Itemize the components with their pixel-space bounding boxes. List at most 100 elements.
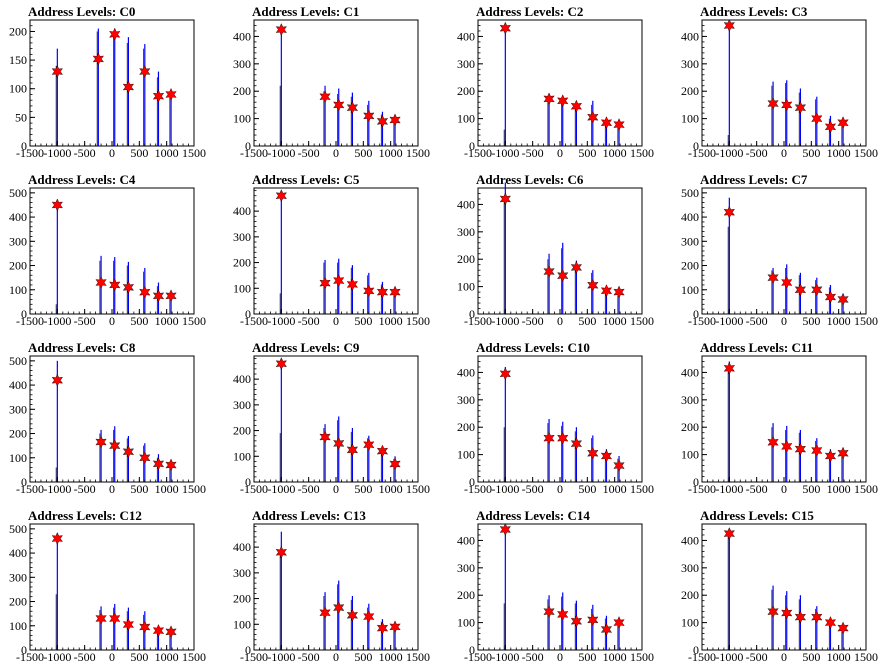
star-marker-icon bbox=[499, 522, 511, 536]
star-marker-icon bbox=[319, 606, 331, 620]
x-tick-label: 1500 bbox=[182, 146, 206, 160]
chart-title: Address Levels: C3 bbox=[700, 4, 808, 19]
y-tick-label: 200 bbox=[9, 595, 27, 609]
star-marker-icon bbox=[139, 285, 151, 299]
y-tick-label: 200 bbox=[681, 588, 699, 602]
y-tick-label: 300 bbox=[457, 393, 475, 407]
star-marker-icon bbox=[275, 545, 287, 559]
histogram-plot: 0 100 200 300 400 -1500 -1000 -500 0 500 1000 1500 bbox=[233, 355, 430, 496]
y-tick-label: 0 bbox=[693, 643, 699, 657]
x-tick-label: 1000 bbox=[379, 650, 403, 664]
y-tick-label: 100 bbox=[681, 616, 699, 630]
histogram-plot: 0 100 200 300 400 -1500 -1000 -500 0 500 1000 1500 bbox=[457, 522, 654, 664]
star-marker-icon bbox=[152, 89, 165, 103]
x-tick-label: 500 bbox=[802, 482, 820, 496]
x-tick-label: -500 bbox=[74, 146, 96, 160]
y-tick-label: 200 bbox=[233, 84, 251, 98]
star-marker-icon bbox=[389, 620, 401, 634]
y-tick-label: 100 bbox=[233, 449, 251, 463]
star-marker-icon bbox=[51, 373, 63, 387]
x-tick-label: 1000 bbox=[827, 650, 851, 664]
y-tick-label: 150 bbox=[9, 53, 27, 67]
histogram-plot: 0 50 100 150 200 -1500 -1000 -500 0 500 1000 1500 bbox=[9, 19, 206, 160]
star-marker-icon bbox=[824, 616, 837, 630]
star-marker-icon bbox=[346, 101, 359, 115]
x-tick-label: -1000 bbox=[43, 314, 71, 328]
histogram-panel: 0 100 200 300 400 -1500 -1000 -500 0 500 1000 1500 A… bbox=[224, 336, 448, 504]
x-tick-label: 500 bbox=[578, 314, 596, 328]
star-marker-icon bbox=[389, 285, 401, 299]
star-marker-icon bbox=[139, 620, 151, 634]
y-tick-label: 400 bbox=[681, 365, 699, 379]
x-tick-label: -1500 bbox=[464, 650, 492, 664]
y-tick-label: 200 bbox=[233, 592, 251, 606]
y-tick-label: 0 bbox=[21, 475, 27, 489]
star-marker-icon bbox=[122, 280, 135, 294]
y-tick-label: 300 bbox=[9, 570, 27, 584]
x-tick-label: 0 bbox=[781, 314, 787, 328]
star-marker-icon bbox=[824, 120, 837, 134]
y-tick-label: 300 bbox=[681, 393, 699, 407]
star-marker-icon bbox=[165, 458, 177, 472]
x-tick-label: -1000 bbox=[267, 146, 295, 160]
x-tick-label: 1500 bbox=[854, 650, 878, 664]
x-tick-label: 500 bbox=[578, 650, 596, 664]
star-marker-icon bbox=[363, 284, 375, 298]
x-tick-label: 1000 bbox=[379, 482, 403, 496]
x-tick-label: -1000 bbox=[491, 146, 519, 160]
y-tick-label: 500 bbox=[9, 354, 27, 368]
y-tick-label: 400 bbox=[681, 210, 699, 224]
star-marker-icon bbox=[781, 276, 793, 289]
star-marker-icon bbox=[767, 435, 779, 449]
histogram-panel: 0 100 200 300 400 500 -1500 -1000 -500 0 500 1000 15… bbox=[0, 504, 224, 672]
x-tick-label: -1000 bbox=[491, 482, 519, 496]
histogram-plot: 0 100 200 300 400 -1500 -1000 -500 0 500 1000 1500 bbox=[233, 523, 430, 664]
y-tick-label: 300 bbox=[457, 561, 475, 575]
star-marker-icon bbox=[613, 616, 625, 630]
x-tick-label: 1500 bbox=[406, 482, 430, 496]
star-marker-icon bbox=[333, 274, 345, 288]
x-tick-label: -500 bbox=[522, 650, 544, 664]
y-tick-label: 100 bbox=[9, 451, 27, 465]
star-marker-icon bbox=[600, 622, 613, 636]
star-marker-icon bbox=[613, 285, 625, 299]
y-tick-label: 300 bbox=[457, 225, 475, 239]
star-marker-icon bbox=[587, 278, 599, 292]
x-tick-label: -1500 bbox=[16, 146, 44, 160]
x-tick-label: 1000 bbox=[827, 482, 851, 496]
histogram-plot: 0 100 200 300 400 -1500 -1000 -500 0 500 1000 1500 bbox=[457, 19, 654, 160]
x-tick-label: 1000 bbox=[155, 314, 179, 328]
histogram-panel: 0 50 100 150 200 -1500 -1000 -500 0 500 1000 1500 Ad… bbox=[0, 0, 224, 168]
x-tick-label: 1000 bbox=[379, 314, 403, 328]
y-tick-label: 100 bbox=[681, 112, 699, 126]
histogram-plot: 0 100 200 300 400 500 -1500 -1000 -500 0 500 1000 15… bbox=[9, 354, 206, 496]
y-tick-label: 300 bbox=[233, 398, 251, 412]
star-marker-icon bbox=[122, 445, 135, 459]
star-marker-icon bbox=[51, 532, 63, 546]
histogram-panel: 0 100 200 300 400 -1500 -1000 -500 0 500 1000 1500 A… bbox=[672, 336, 896, 504]
star-marker-icon bbox=[319, 90, 331, 104]
y-tick-label: 400 bbox=[457, 365, 475, 379]
x-tick-label: 1000 bbox=[603, 482, 627, 496]
x-tick-label: -500 bbox=[298, 482, 320, 496]
star-marker-icon bbox=[51, 65, 63, 79]
star-marker-icon bbox=[557, 269, 569, 283]
y-tick-label: 100 bbox=[457, 616, 475, 630]
x-tick-label: -1500 bbox=[464, 314, 492, 328]
star-marker-icon bbox=[139, 451, 151, 465]
x-tick-label: -1000 bbox=[267, 482, 295, 496]
x-tick-label: 500 bbox=[802, 314, 820, 328]
chart-title: Address Levels: C9 bbox=[252, 340, 360, 355]
star-marker-icon bbox=[122, 618, 135, 632]
x-tick-label: -1500 bbox=[240, 482, 268, 496]
y-tick-label: 50 bbox=[15, 110, 27, 124]
x-tick-label: 0 bbox=[333, 146, 339, 160]
star-marker-icon bbox=[275, 357, 287, 371]
star-marker-icon bbox=[767, 97, 779, 111]
x-tick-label: -500 bbox=[298, 650, 320, 664]
x-tick-label: 1500 bbox=[854, 146, 878, 160]
y-tick-label: 200 bbox=[681, 420, 699, 434]
x-tick-label: -500 bbox=[522, 482, 544, 496]
x-tick-label: 0 bbox=[781, 482, 787, 496]
star-marker-icon bbox=[811, 444, 823, 457]
